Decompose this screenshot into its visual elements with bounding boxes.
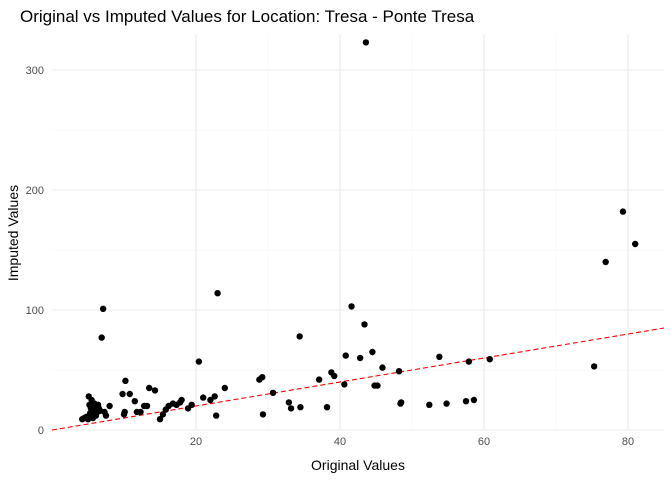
data-point [119,390,126,398]
data-point [395,368,403,375]
x-tick-label: 20 [190,436,202,448]
data-point [348,303,355,310]
data-point [426,401,433,408]
data-point [178,396,185,404]
data-point [287,405,295,412]
data-point [188,401,195,408]
data-point [151,387,159,394]
data-point [590,363,598,370]
data-point [323,404,331,411]
data-point [84,416,92,423]
data-point [146,384,153,392]
y-tick-label: 300 [26,65,44,77]
y-axis-title: Imputed Values [5,185,21,281]
data-point [99,305,107,312]
data-point [221,384,228,392]
data-point [106,402,113,410]
data-point [159,411,167,418]
y-tick-label: 200 [26,185,44,197]
data-point [156,416,164,423]
y-tick-label: 0 [38,425,44,437]
data-point [211,393,218,400]
data-point [131,398,138,405]
data-point [374,382,381,389]
x-tick-label: 40 [334,436,346,448]
data-point [195,358,203,365]
major-gridlines [52,34,664,431]
data-point [486,356,493,363]
data-point [315,376,323,383]
data-point [436,353,443,360]
data-point [214,290,221,297]
data-point [296,333,303,340]
data-point [259,411,267,418]
data-point [143,402,151,410]
minor-gridlines [52,34,664,430]
x-tick-label: 80 [622,436,634,448]
data-point [632,240,639,248]
chart-title: Original vs Imputed Values for Location:… [20,7,475,26]
x-axis-ticks: 20 40 60 80 [190,436,634,448]
data-point [602,258,609,266]
data-point [121,408,128,416]
data-point [465,358,473,365]
data-point [200,394,207,401]
data-point [462,398,470,405]
data-point [361,321,368,328]
data-point [207,396,214,404]
data-point [342,352,349,359]
x-axis-title: Original Values [311,457,405,473]
data-point [259,374,266,381]
data-points [79,39,639,423]
data-point [470,396,478,404]
data-point [137,408,144,416]
data-point [285,399,293,406]
data-point [443,400,450,407]
data-point [398,399,405,406]
data-point [369,348,376,356]
data-point [98,334,105,341]
data-point [619,208,627,215]
data-point [102,412,110,419]
y-tick-label: 100 [26,305,44,317]
y-axis-ticks: 0 100 200 300 [26,65,44,437]
data-point [331,372,338,380]
data-point [341,381,348,388]
data-point [122,377,129,384]
data-point [126,390,133,398]
x-tick-label: 60 [478,436,490,448]
data-point [379,364,386,371]
data-point [362,39,370,46]
data-point [297,404,304,411]
data-point [212,412,220,419]
data-point [356,354,364,362]
data-point [269,389,277,396]
